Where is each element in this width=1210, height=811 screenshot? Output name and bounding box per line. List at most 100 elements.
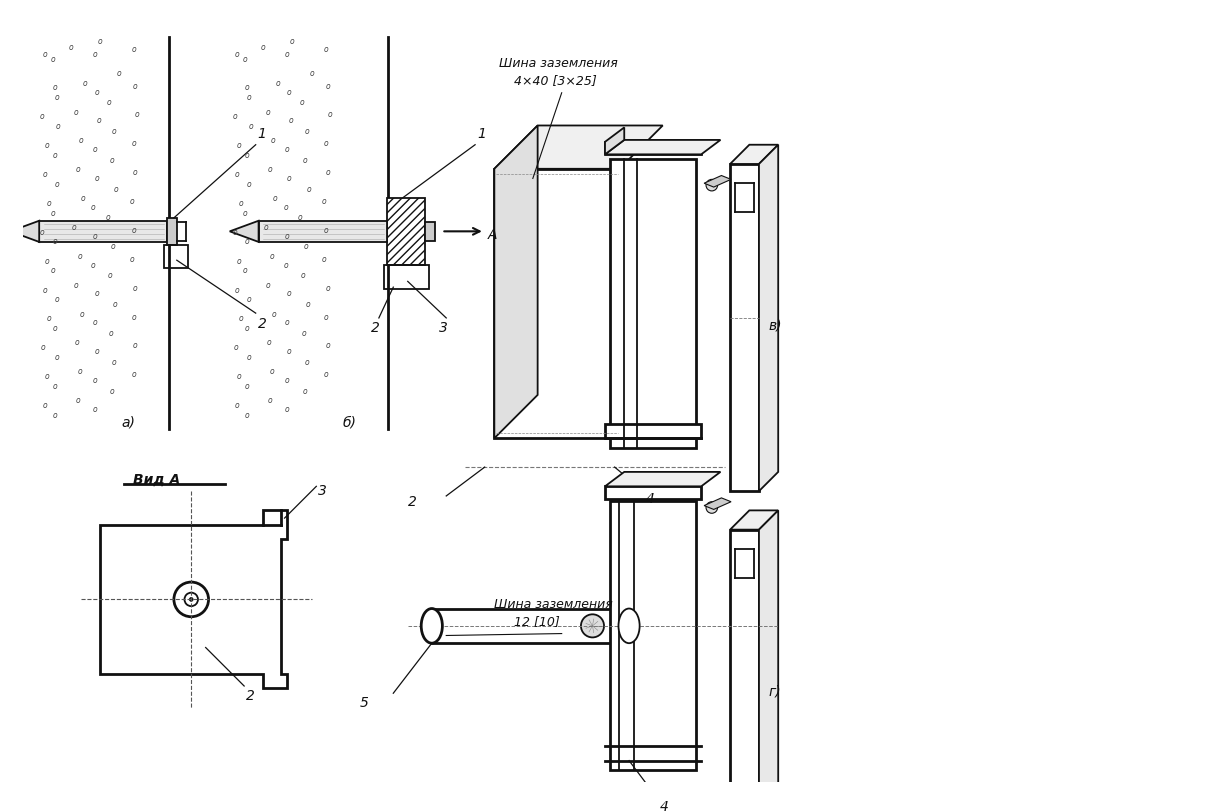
Text: o: o <box>270 367 275 376</box>
Text: o: o <box>75 165 80 174</box>
Text: o: o <box>131 370 136 379</box>
Text: o: o <box>298 213 302 222</box>
Text: o: o <box>302 386 307 395</box>
Circle shape <box>581 615 604 637</box>
Text: o: o <box>235 285 240 294</box>
Circle shape <box>189 598 194 602</box>
Text: o: o <box>75 396 80 405</box>
Text: o: o <box>93 318 97 327</box>
Text: А: А <box>488 227 497 241</box>
Text: o: o <box>310 69 313 78</box>
Text: o: o <box>52 151 57 160</box>
Text: o: o <box>52 410 57 419</box>
Text: o: o <box>77 367 82 376</box>
Text: o: o <box>94 174 99 182</box>
Text: o: o <box>52 84 57 92</box>
Text: o: o <box>94 289 99 298</box>
Text: o: o <box>51 54 54 63</box>
Text: а): а) <box>122 414 136 429</box>
Text: o: o <box>305 358 309 367</box>
Text: o: o <box>243 208 247 217</box>
Text: o: o <box>286 49 289 58</box>
Text: o: o <box>322 255 327 264</box>
Text: o: o <box>74 338 79 347</box>
Text: o: o <box>270 251 275 260</box>
Polygon shape <box>730 511 778 530</box>
Text: o: o <box>247 93 252 102</box>
Text: o: o <box>109 328 114 337</box>
Polygon shape <box>730 145 778 165</box>
Text: o: o <box>244 324 249 333</box>
Text: o: o <box>98 37 102 46</box>
Text: o: o <box>267 396 272 405</box>
Text: o: o <box>108 271 113 280</box>
Text: в): в) <box>768 319 782 333</box>
Text: o: o <box>133 81 138 91</box>
Text: o: o <box>306 184 311 193</box>
Text: 3: 3 <box>438 320 448 334</box>
Text: o: o <box>323 370 328 379</box>
Text: o: o <box>131 312 136 321</box>
Text: o: o <box>97 116 102 125</box>
Text: o: o <box>325 341 330 350</box>
Text: 1: 1 <box>477 127 486 141</box>
Polygon shape <box>605 141 720 155</box>
Text: o: o <box>114 184 119 193</box>
Text: o: o <box>271 136 276 145</box>
Text: o: o <box>232 112 237 121</box>
Text: o: o <box>287 174 292 182</box>
Text: o: o <box>234 343 238 352</box>
Text: o: o <box>266 281 271 290</box>
Text: 4: 4 <box>645 491 655 505</box>
Circle shape <box>707 180 718 191</box>
Polygon shape <box>605 143 702 155</box>
Text: o: o <box>323 225 328 234</box>
Text: б): б) <box>344 414 357 429</box>
Text: o: o <box>42 49 47 58</box>
Text: o: o <box>286 405 289 414</box>
Circle shape <box>707 502 718 513</box>
Text: o: o <box>235 169 240 179</box>
Text: o: o <box>304 242 309 251</box>
Text: o: o <box>283 260 288 269</box>
Text: 2: 2 <box>371 320 380 334</box>
Text: o: o <box>244 410 249 419</box>
Text: o: o <box>79 136 82 145</box>
Text: o: o <box>244 237 249 247</box>
Text: o: o <box>79 309 83 318</box>
Text: o: o <box>261 43 266 52</box>
Text: o: o <box>300 98 304 107</box>
Polygon shape <box>759 145 778 491</box>
Text: o: o <box>286 318 289 327</box>
Text: o: o <box>305 299 310 309</box>
Text: o: o <box>45 371 50 380</box>
Polygon shape <box>610 160 697 448</box>
Text: o: o <box>267 338 271 347</box>
Text: o: o <box>243 266 247 275</box>
Polygon shape <box>759 511 778 811</box>
Text: o: o <box>93 405 97 414</box>
Text: o: o <box>300 271 305 280</box>
Text: o: o <box>69 43 74 52</box>
Text: o: o <box>272 309 276 318</box>
Ellipse shape <box>618 609 640 643</box>
Text: o: o <box>133 283 138 292</box>
Text: o: o <box>287 88 292 97</box>
Text: o: o <box>136 110 139 119</box>
Text: o: o <box>323 312 328 321</box>
Polygon shape <box>39 221 167 242</box>
Text: o: o <box>286 231 289 240</box>
Text: 2: 2 <box>258 316 266 331</box>
Polygon shape <box>704 498 731 510</box>
Text: o: o <box>46 199 51 208</box>
Text: o: o <box>56 122 60 131</box>
Text: o: o <box>290 37 294 46</box>
Text: o: o <box>113 127 116 135</box>
Polygon shape <box>167 219 177 246</box>
Text: o: o <box>264 223 269 232</box>
Text: o: o <box>235 49 240 58</box>
Text: o: o <box>42 401 47 410</box>
Text: o: o <box>83 79 87 88</box>
Text: o: o <box>45 141 50 150</box>
Text: o: o <box>45 256 50 265</box>
